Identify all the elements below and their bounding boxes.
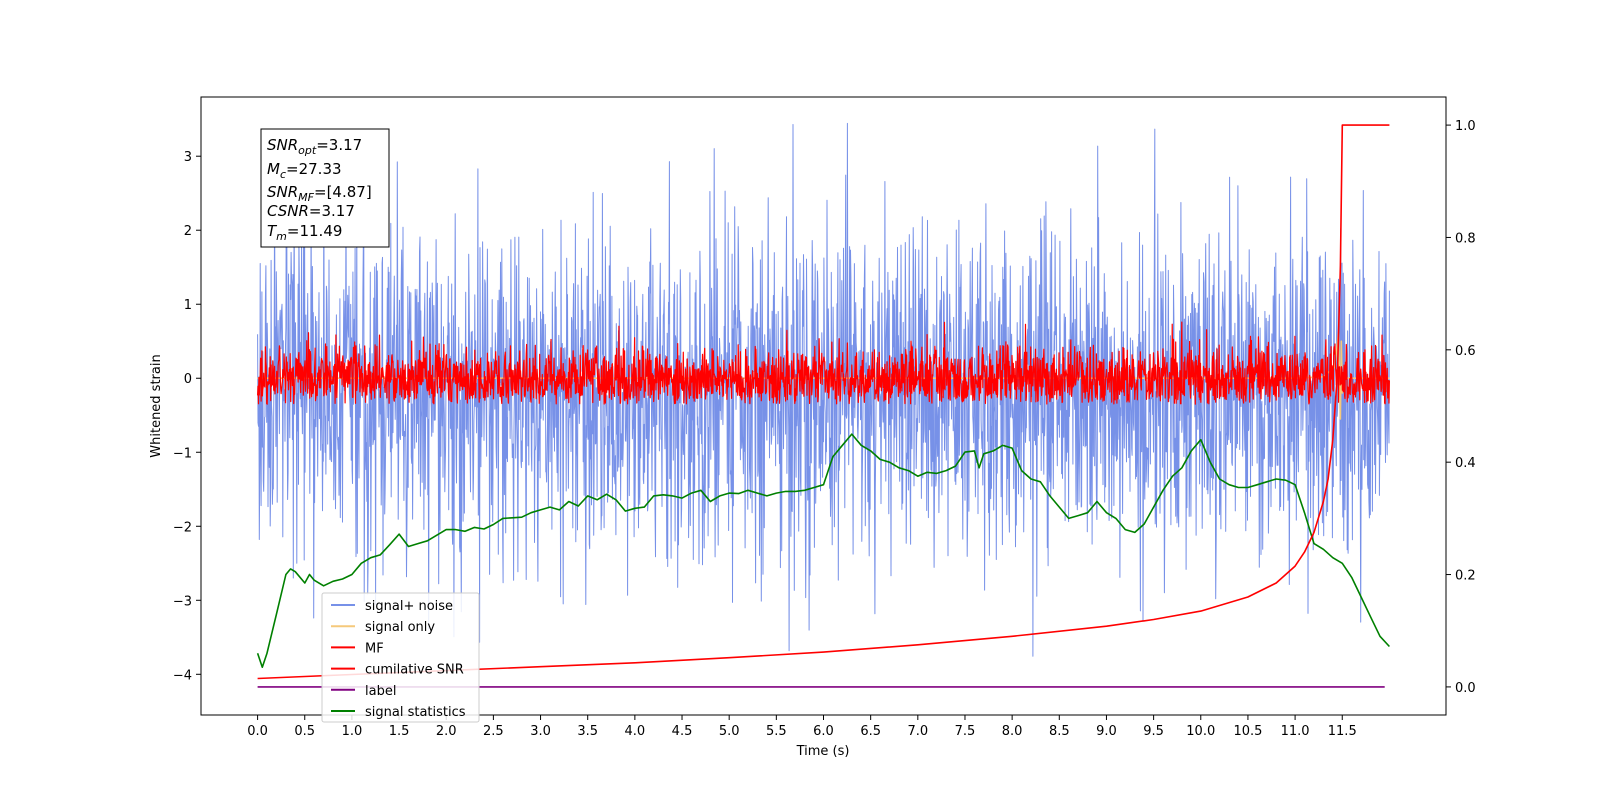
x-tick-label: 0.5	[294, 724, 315, 739]
y-tick-label: −1	[173, 446, 192, 461]
x-tick-label: 5.5	[766, 724, 787, 739]
x-axis: 0.0 0.5 1.0 1.5 2.0 2.5 3.0 3.5 4.0 4.5 5.0 5.5 6.0 6…	[247, 715, 1357, 739]
legend-label-signal-only: signal only	[365, 620, 435, 635]
info-box: SNRopt=3.17 Mc=27.33 SNRMF=[4.87] CSNR=3…	[260, 128, 390, 248]
x-tick-label: 4.0	[625, 724, 646, 739]
x-tick-label: 2.0	[436, 724, 457, 739]
x-tick-label: 6.0	[813, 724, 834, 739]
y-tick-label: −4	[173, 668, 192, 683]
x-tick-label: 4.5	[672, 724, 693, 739]
series-line-mf	[257, 321, 1390, 405]
legend: signal+ noise signal only MF cumilative SNR…	[321, 592, 480, 723]
x-tick-label: 10.5	[1233, 724, 1262, 739]
x-tick-label: 1.5	[389, 724, 410, 739]
x-tick-label: 2.5	[483, 724, 504, 739]
x-tick-label: 9.0	[1096, 724, 1117, 739]
legend-label-signal-statistics: signal statistics	[365, 705, 466, 720]
y-tick-label: 1	[184, 298, 192, 313]
x-tick-label: 6.5	[860, 724, 881, 739]
legend-label-mf: MF	[365, 641, 384, 656]
y2-tick-label: 0.4	[1455, 456, 1476, 471]
info-snr-opt: SNRopt=3.17	[267, 136, 362, 157]
y-tick-label: −2	[173, 520, 192, 535]
y-axis-label: Whitened strain	[149, 354, 164, 457]
x-tick-label: 8.0	[1002, 724, 1023, 739]
x-tick-label: 5.0	[719, 724, 740, 739]
x-tick-label: 10.0	[1186, 724, 1215, 739]
x-tick-label: 8.5	[1049, 724, 1070, 739]
x-tick-label: 3.0	[530, 724, 551, 739]
info-snr-mf: SNRMF=[4.87]	[267, 183, 372, 204]
x-tick-label: 7.0	[907, 724, 928, 739]
y-tick-label: 3	[184, 150, 192, 165]
x-tick-label: 0.0	[247, 724, 268, 739]
x-tick-label: 9.5	[1143, 724, 1164, 739]
y2-tick-label: 0.6	[1455, 344, 1476, 359]
y-axis-right: 0.0 0.2 0.4 0.6 0.8 1.0	[1446, 119, 1476, 696]
y-tick-label: 2	[184, 224, 192, 239]
y-tick-label: −3	[173, 594, 192, 609]
x-tick-label: 7.5	[955, 724, 976, 739]
y-axis-left: −4 −3 −2 −1 0 1 2 3	[173, 150, 201, 683]
series-line-signal-statistics	[256, 433, 1390, 668]
y2-tick-label: 0.0	[1455, 681, 1476, 696]
y-tick-label: 0	[184, 372, 192, 387]
legend-label-label: label	[365, 684, 396, 699]
x-tick-label: 11.0	[1281, 724, 1310, 739]
info-chirp-mass: Mc=27.33	[267, 160, 342, 181]
x-axis-label: Time (s)	[796, 744, 850, 759]
legend-label-signal-noise: signal+ noise	[365, 599, 453, 614]
series-line-cumilative-snr	[257, 124, 1390, 680]
y2-tick-label: 0.2	[1455, 569, 1476, 584]
legend-label-cumilative-snr: cumilative SNR	[365, 663, 464, 678]
y2-tick-label: 0.8	[1455, 231, 1476, 246]
x-tick-label: 1.0	[342, 724, 363, 739]
info-csnr: CSNR=3.17	[267, 202, 355, 220]
x-tick-label: 11.5	[1328, 724, 1357, 739]
y2-tick-label: 1.0	[1455, 119, 1476, 134]
x-tick-label: 3.5	[577, 724, 598, 739]
info-tm: Tm=11.49	[267, 222, 342, 243]
